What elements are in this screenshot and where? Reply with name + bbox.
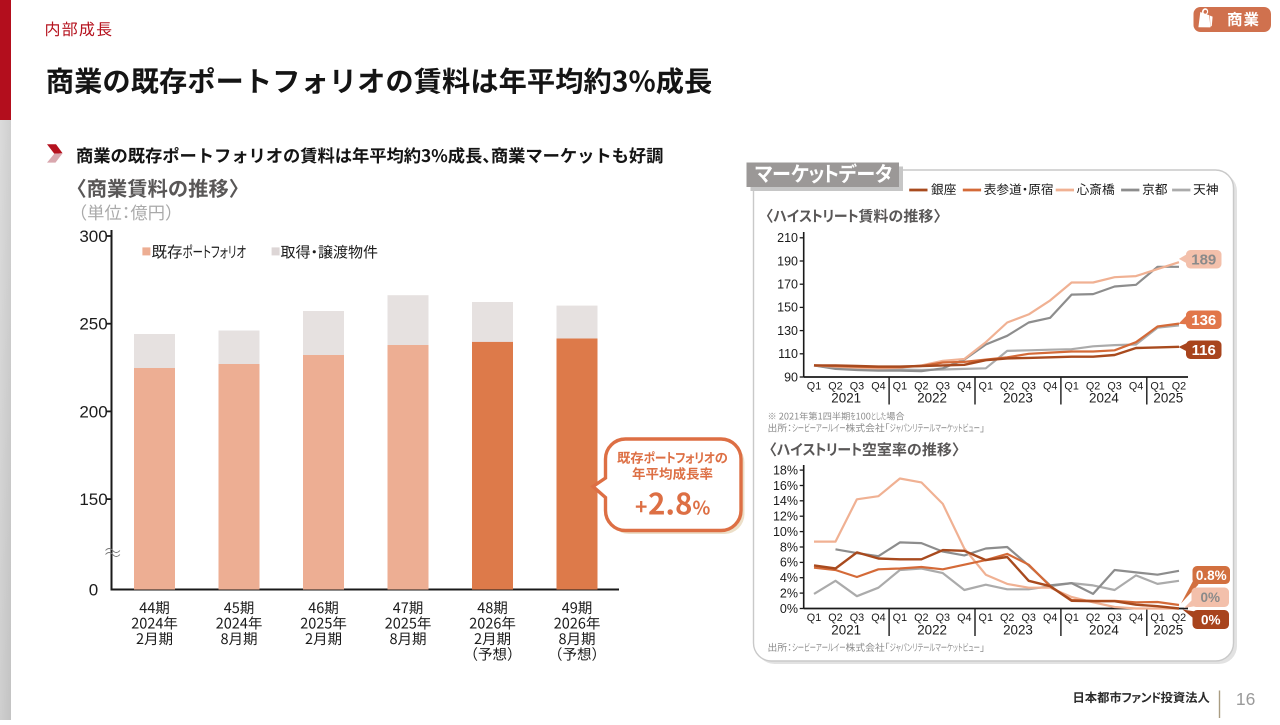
svg-text:Q3: Q3 <box>1021 612 1035 624</box>
svg-text:130: 130 <box>777 324 798 338</box>
svg-text:Q3: Q3 <box>936 381 950 393</box>
svg-text:Q1: Q1 <box>1064 612 1078 624</box>
svg-text:0.8%: 0.8% <box>1196 568 1227 583</box>
svg-text:2021: 2021 <box>831 623 861 638</box>
svg-text:2023: 2023 <box>1003 391 1033 406</box>
svg-text:Q1: Q1 <box>979 381 993 393</box>
svg-text:Q3: Q3 <box>1021 381 1035 393</box>
svg-text:Q4: Q4 <box>871 381 885 393</box>
svg-text:2025: 2025 <box>1153 623 1183 638</box>
svg-text:8%: 8% <box>780 540 798 554</box>
svg-text:Q1: Q1 <box>893 381 907 393</box>
svg-text:116: 116 <box>1192 342 1216 359</box>
svg-text:0: 0 <box>89 581 98 600</box>
svg-text:170: 170 <box>777 278 798 292</box>
svg-text:Q4: Q4 <box>1129 612 1143 624</box>
svg-text:2025: 2025 <box>1153 391 1183 406</box>
svg-text:136: 136 <box>1191 312 1216 329</box>
svg-text:Q1: Q1 <box>807 381 821 393</box>
svg-text:Q1: Q1 <box>1150 612 1164 624</box>
svg-text:Q1: Q1 <box>1150 381 1164 393</box>
svg-text:2%: 2% <box>780 586 798 600</box>
svg-text:Q2: Q2 <box>1000 381 1014 393</box>
svg-text:Q2: Q2 <box>914 612 928 624</box>
svg-text:150: 150 <box>79 490 107 509</box>
svg-text:Q4: Q4 <box>957 612 971 624</box>
svg-text:4%: 4% <box>780 571 798 585</box>
svg-text:2022: 2022 <box>917 623 947 638</box>
svg-text:Q2: Q2 <box>1172 612 1186 624</box>
svg-text:2024: 2024 <box>1089 623 1119 638</box>
svg-text:Q2: Q2 <box>828 381 842 393</box>
svg-text:90: 90 <box>784 370 798 384</box>
svg-text:189: 189 <box>1191 252 1216 269</box>
svg-text:Q2: Q2 <box>1172 381 1186 393</box>
svg-text:Q3: Q3 <box>1107 381 1121 393</box>
svg-text:Q2: Q2 <box>914 381 928 393</box>
svg-text:2023: 2023 <box>1003 623 1033 638</box>
svg-text:Q2: Q2 <box>1000 612 1014 624</box>
svg-text:Q2: Q2 <box>1086 381 1100 393</box>
svg-text:210: 210 <box>777 231 798 245</box>
svg-text:190: 190 <box>777 254 798 268</box>
svg-text:Q4: Q4 <box>957 381 971 393</box>
svg-text:6%: 6% <box>780 556 798 570</box>
svg-text:200: 200 <box>79 402 107 421</box>
svg-text:Q4: Q4 <box>1043 381 1057 393</box>
svg-text:2022: 2022 <box>917 391 947 406</box>
svg-text:110: 110 <box>778 347 798 361</box>
svg-text:2021: 2021 <box>831 391 861 406</box>
svg-text:250: 250 <box>79 315 107 334</box>
svg-text:Q1: Q1 <box>807 612 821 624</box>
svg-text:Q2: Q2 <box>1086 612 1100 624</box>
svg-text:16: 16 <box>1236 689 1255 709</box>
svg-text:0%: 0% <box>1200 590 1220 605</box>
svg-text:300: 300 <box>79 227 107 246</box>
svg-text:18%: 18% <box>773 463 798 477</box>
svg-text:Q4: Q4 <box>1129 381 1143 393</box>
svg-text:Q3: Q3 <box>1107 612 1121 624</box>
svg-text:12%: 12% <box>773 510 798 524</box>
svg-text:Q3: Q3 <box>850 381 864 393</box>
svg-text:14%: 14% <box>773 494 798 508</box>
svg-text:Q4: Q4 <box>871 612 885 624</box>
svg-text:Q1: Q1 <box>893 612 907 624</box>
svg-text:Q3: Q3 <box>850 612 864 624</box>
svg-text:Q1: Q1 <box>979 612 993 624</box>
svg-text:0%: 0% <box>780 602 798 616</box>
svg-text:10%: 10% <box>773 525 798 539</box>
svg-text:Q3: Q3 <box>936 612 950 624</box>
svg-text:0%: 0% <box>1201 612 1221 627</box>
svg-text:2024: 2024 <box>1089 391 1119 406</box>
svg-text:Q2: Q2 <box>828 612 842 624</box>
svg-text:16%: 16% <box>773 479 798 493</box>
svg-text:Q1: Q1 <box>1064 381 1078 393</box>
svg-text:150: 150 <box>777 301 798 315</box>
svg-text:Q4: Q4 <box>1043 612 1057 624</box>
